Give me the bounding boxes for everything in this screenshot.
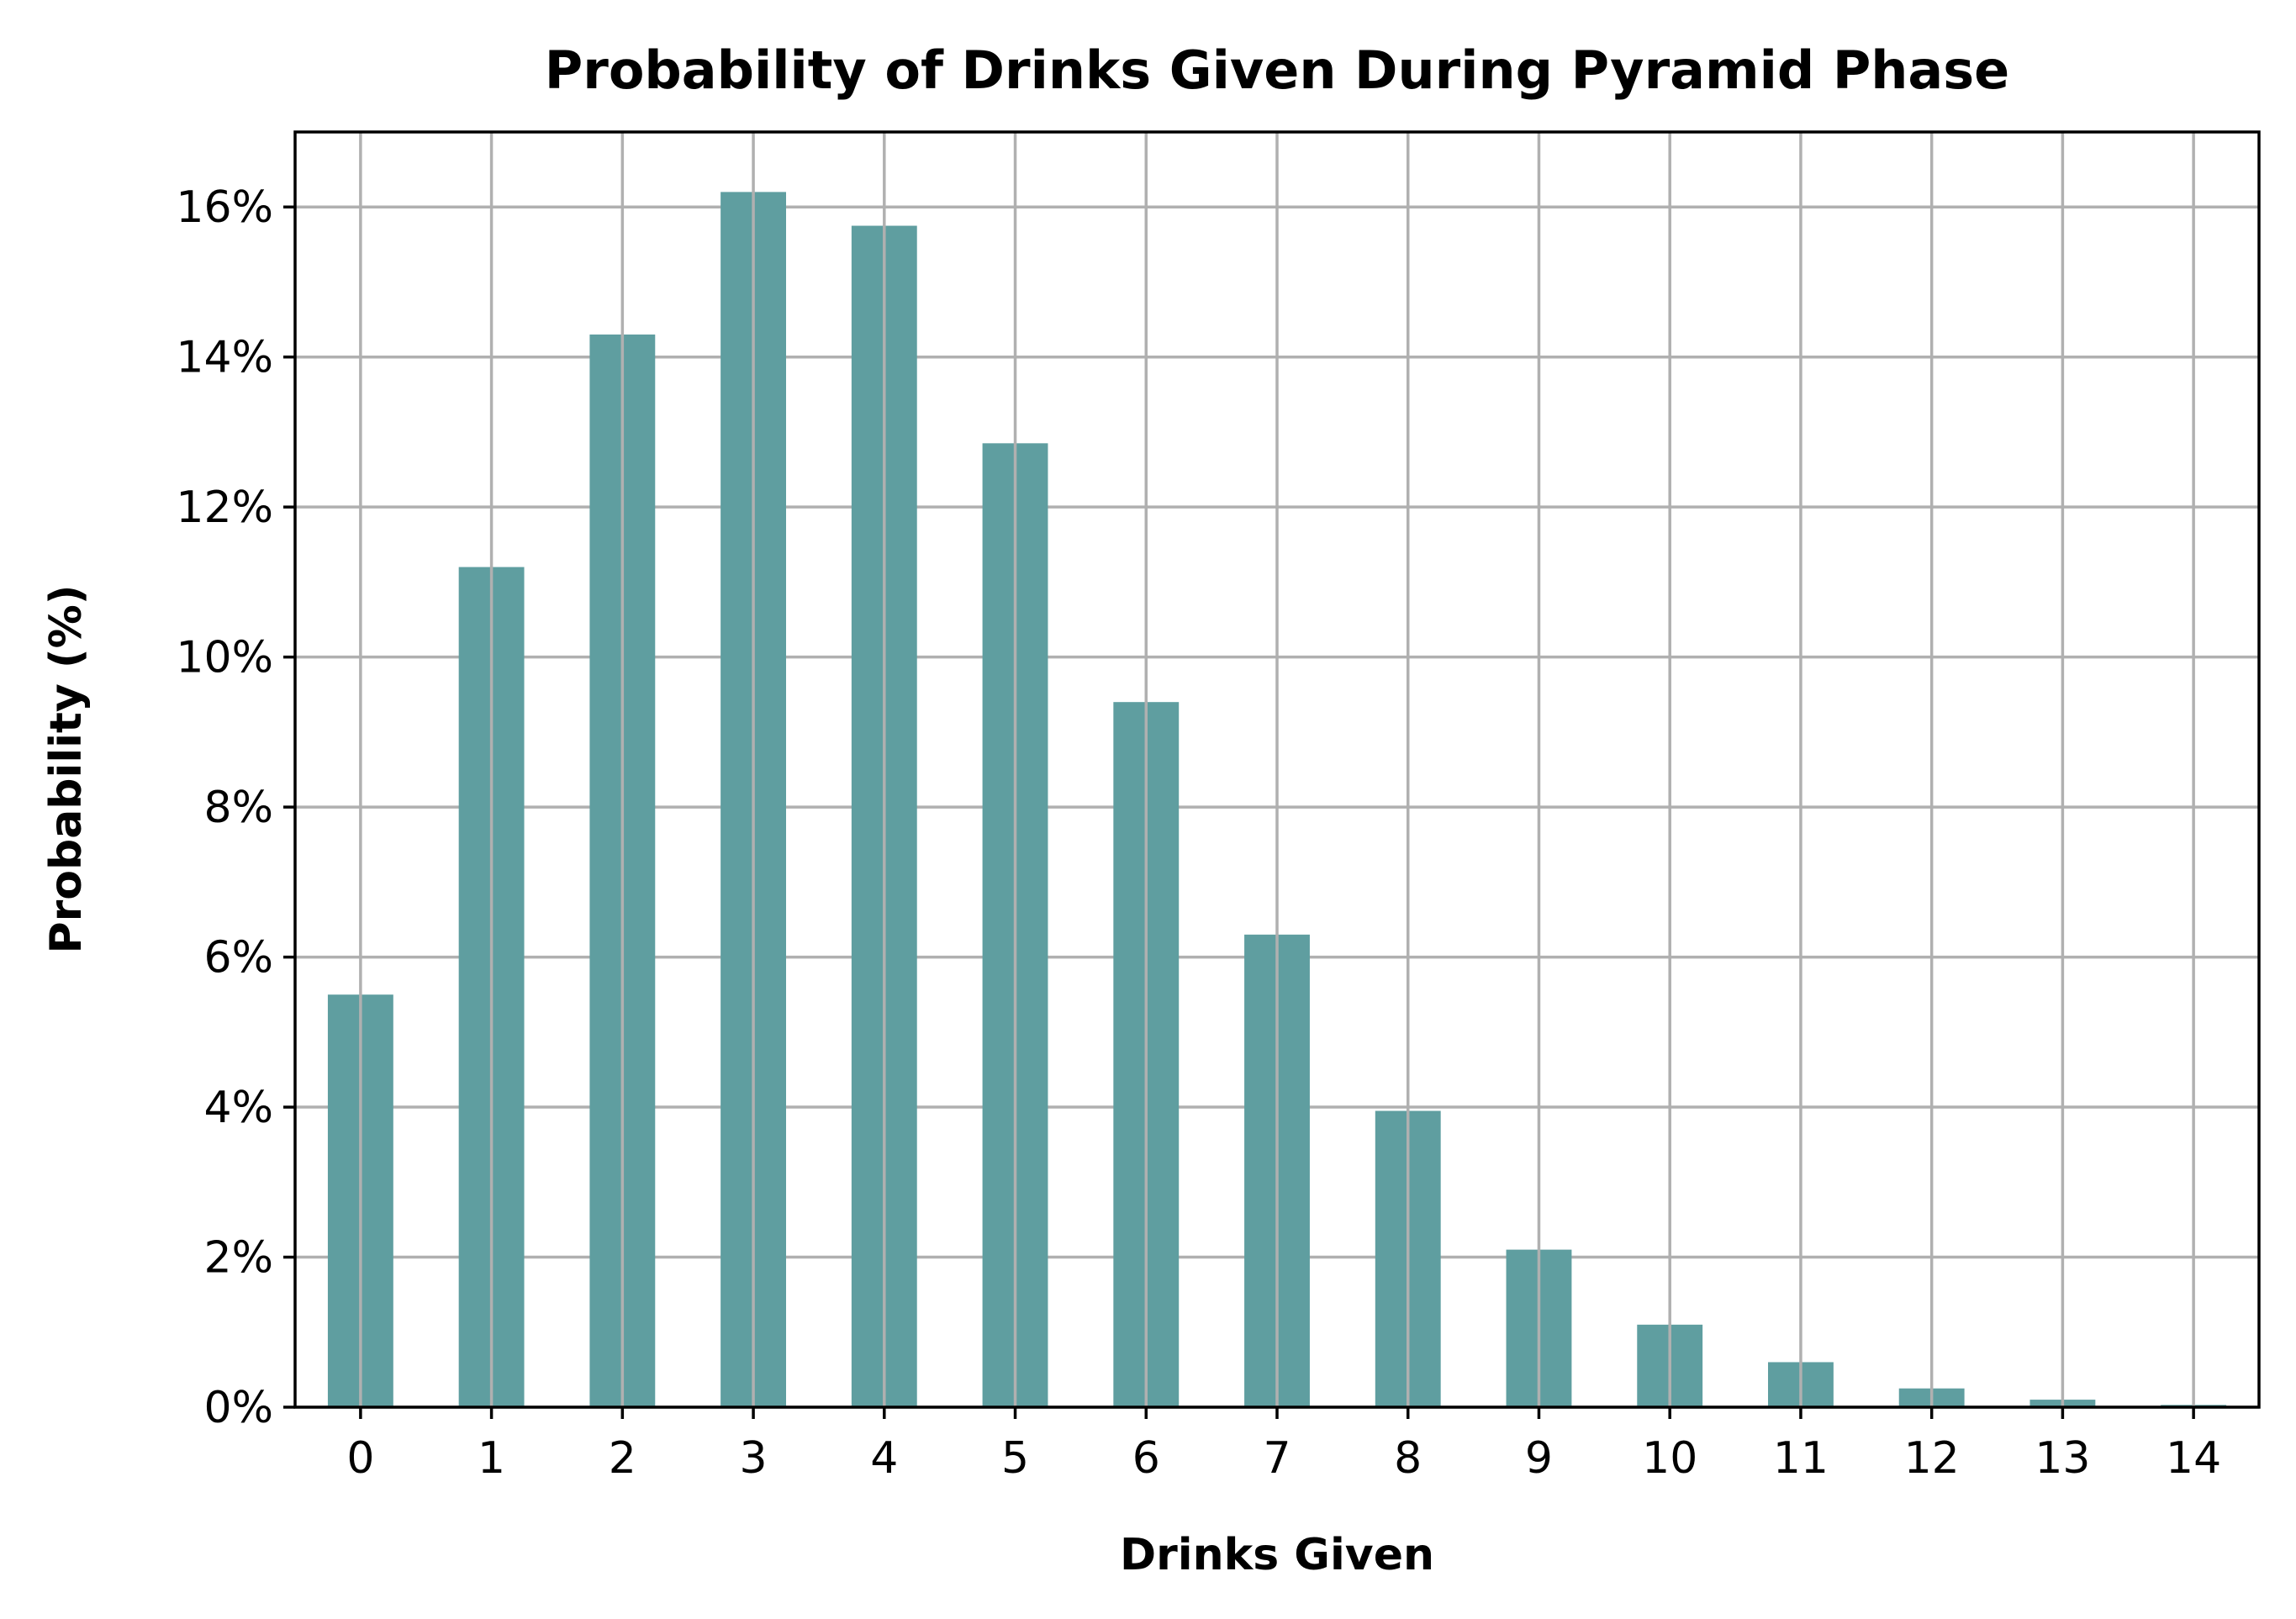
y-axis-label: Probability (%) [41,585,92,954]
x-tick-label: 12 [1904,1433,1960,1484]
y-tick-label: 8% [204,783,274,833]
y-axis-ticks: 0% 2% 4% 6% 8% 10% 12% 14% 16% [176,182,295,1433]
y-tick-label: 14% [176,333,273,383]
x-tick-label: 7 [1263,1433,1291,1484]
x-tick-label: 9 [1525,1433,1553,1484]
x-tick-label: 8 [1394,1433,1422,1484]
x-tick-label: 11 [1773,1433,1829,1484]
y-tick-label: 2% [204,1233,274,1284]
x-tick-label: 5 [1001,1433,1029,1484]
y-tick-label: 16% [176,182,273,233]
x-tick-label: 10 [1642,1433,1697,1484]
y-tick-label: 10% [176,633,273,683]
y-tick-label: 0% [204,1383,274,1433]
x-tick-label: 14 [2166,1433,2221,1484]
x-tick-label: 13 [2035,1433,2090,1484]
x-tick-label: 2 [609,1433,636,1484]
chart-title: Probability of Drinks Given During Pyram… [545,40,2009,101]
x-tick-label: 4 [870,1433,898,1484]
x-axis-ticks: 0 1 2 3 4 5 6 7 8 9 10 11 12 13 14 [346,1407,2221,1484]
x-grid-lines [359,132,2195,1407]
y-tick-label: 4% [204,1083,274,1133]
x-tick-label: 1 [478,1433,505,1484]
x-tick-label: 6 [1132,1433,1160,1484]
y-tick-label: 12% [176,483,273,533]
y-tick-label: 6% [204,933,274,984]
x-tick-label: 3 [740,1433,768,1484]
x-axis-label: Drinks Given [1120,1530,1434,1580]
x-tick-label: 0 [346,1433,374,1484]
